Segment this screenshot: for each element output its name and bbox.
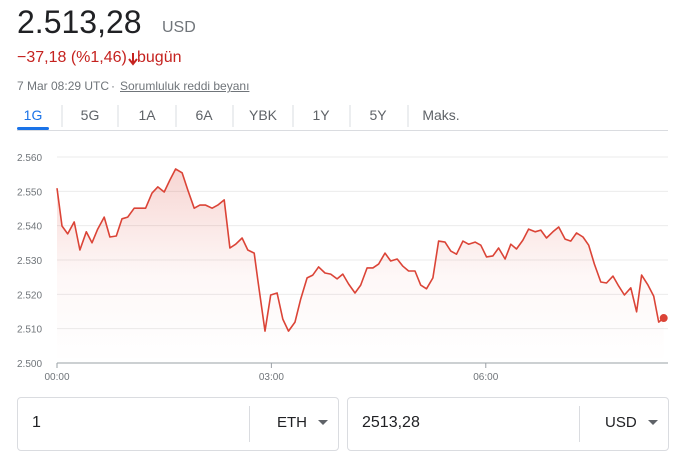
down-arrow (128, 53, 138, 66)
disclaimer-link[interactable]: Sorumluluk reddi beyanı (120, 79, 250, 93)
y-tick-label: 2.510 (17, 325, 42, 336)
range-tab[interactable]: 1A (138, 107, 156, 123)
period: bugün (137, 49, 182, 66)
change: −37,18 (%1,46) (17, 49, 127, 66)
from-box[interactable] (17, 397, 339, 451)
x-tick-label: 03:00 (259, 372, 284, 383)
y-tick-label: 2.530 (17, 256, 42, 267)
range-tab[interactable]: 6A (195, 107, 213, 123)
last-point (659, 314, 668, 323)
area-fill (57, 169, 664, 363)
y-tick-label: 2.550 (17, 187, 42, 198)
y-tick-label: 2.540 (17, 222, 42, 233)
tab-bar-lines (17, 105, 668, 131)
from-currency[interactable]: ETH (277, 414, 307, 431)
to-amount[interactable]: 2513,28 (362, 414, 420, 431)
timestamp: 7 Mar 08:29 UTC (17, 79, 110, 93)
from-amount[interactable]: 1 (32, 414, 41, 431)
y-tick-label: 2.520 (17, 290, 42, 301)
separator-dot: · (111, 79, 115, 93)
divider (249, 406, 250, 442)
range-tab[interactable]: YBK (248, 107, 278, 123)
price-line (56, 168, 665, 332)
range-tab[interactable]: Maks. (422, 107, 460, 123)
chart: 2.500 2.510 2.520 2.530 2.540 2.550 2.560 00:00… (17, 153, 668, 383)
range-tab[interactable]: 1G (23, 107, 43, 123)
divider (579, 406, 580, 442)
price: 2.513,28 (17, 4, 142, 40)
range-tab[interactable]: 5G (80, 107, 100, 123)
x-tick-label: 06:00 (473, 372, 498, 383)
to-currency[interactable]: USD (605, 414, 637, 431)
y-tick-label: 2.560 (17, 153, 42, 164)
currency: USD (162, 19, 196, 36)
dropdown-caret (648, 420, 658, 425)
dropdown-caret (318, 420, 328, 425)
x-tick-label: 00:00 (44, 372, 69, 383)
range-tab[interactable]: 1Y (312, 107, 330, 123)
to-box[interactable] (347, 397, 669, 451)
range-tab[interactable]: 5Y (369, 107, 387, 123)
y-tick-label: 2.500 (17, 359, 42, 370)
